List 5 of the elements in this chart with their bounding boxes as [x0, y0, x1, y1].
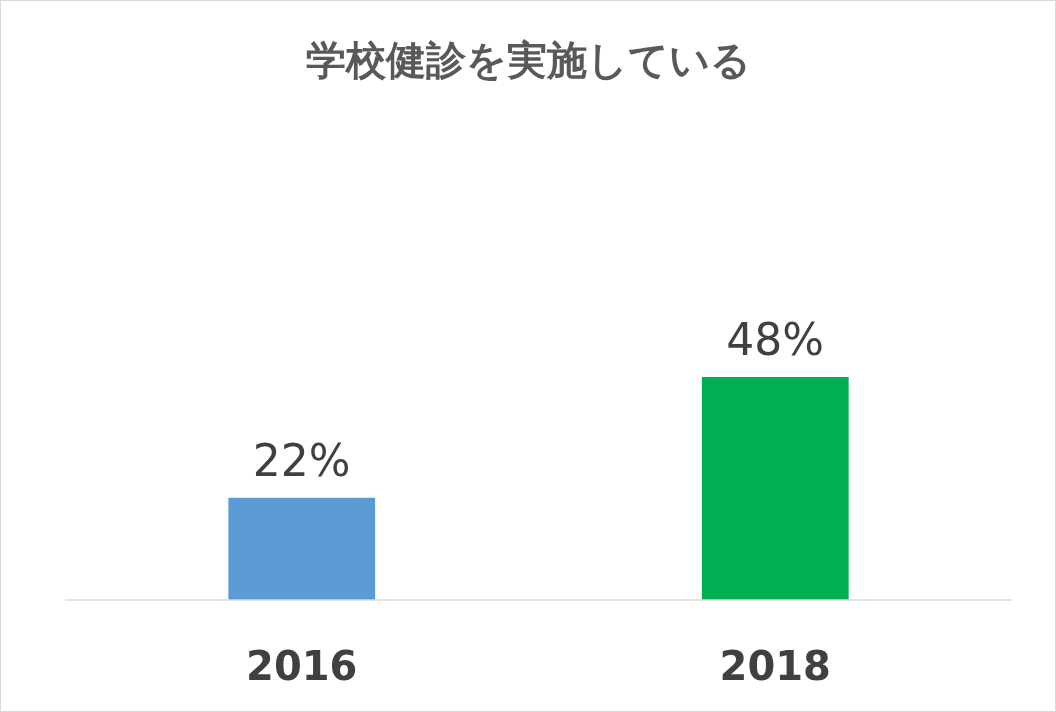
data-label: 48%	[726, 314, 825, 365]
data-label: 22%	[252, 434, 351, 486]
x-tick-label: 2016	[246, 643, 358, 689]
x-tick-label: 2018	[719, 643, 831, 689]
chart-title: 学校健診を実施している	[305, 37, 751, 83]
